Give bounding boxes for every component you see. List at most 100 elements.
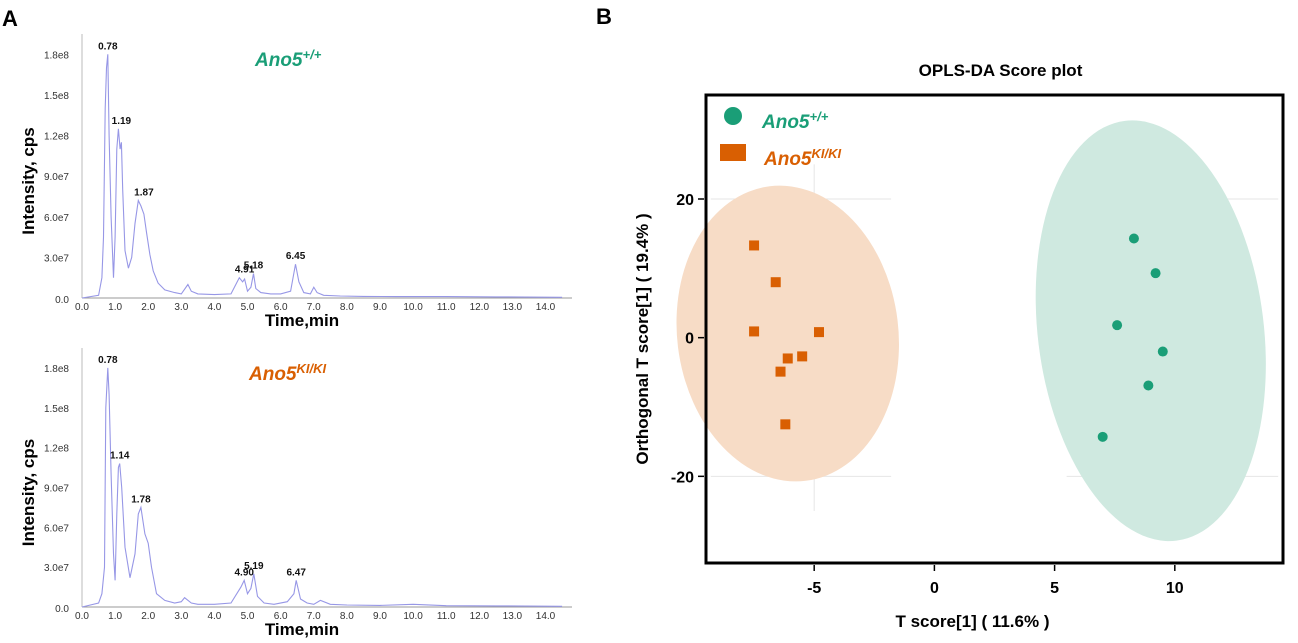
- chrom-wt-peak-label: 0.78: [98, 41, 118, 52]
- chrom-ki-x-tick-label: 5.0: [241, 611, 255, 622]
- chromatogram-wt: 0.0 1.0 2.0 3.0 4.0 5.0 6.0 7.0 8.0 9.0 10.0 11.0 12…: [19, 34, 572, 330]
- ki-point: [797, 351, 808, 362]
- chrom-wt-group-title: Ano5+/+: [254, 47, 322, 71]
- chrom-wt-x-tick-label: 5.0: [241, 302, 255, 313]
- chrom-ki-x-tick-label: 12.0: [470, 611, 490, 622]
- ki-point: [775, 366, 786, 377]
- opls-da-score-plot: OPLS-DA Score plot -5 0 5 10 -20 0 20 T score[1]…: [633, 61, 1285, 631]
- wt-confidence-ellipse: [1035, 120, 1266, 542]
- x-tick-label: 5: [1050, 580, 1059, 597]
- y-tick-label: 20: [676, 192, 694, 209]
- wt-point: [1157, 346, 1168, 357]
- chrom-ki-x-tick-label: 13.0: [503, 611, 523, 622]
- chrom-ki-peak-label: 0.78: [98, 355, 118, 366]
- chrom-ki-peak-label: 6.47: [286, 567, 306, 578]
- chrom-wt-y-tick-label: 0.0: [55, 295, 69, 306]
- chrom-ki-peak-label: 1.78: [131, 494, 151, 505]
- chrom-wt-x-tick-label: 13.0: [503, 302, 523, 313]
- legend-ki-marker: [720, 144, 746, 161]
- chrom-ki-x-tick-label: 11.0: [437, 611, 456, 622]
- x-tick-label: 10: [1166, 580, 1184, 597]
- chrom-ki-group-title: Ano5KI/KI: [248, 361, 327, 385]
- chrom-wt-peak-label: 6.45: [286, 251, 306, 262]
- chrom-ki-y-tick-label: 6.0e7: [44, 523, 69, 534]
- ki-point: [749, 326, 760, 337]
- y-tick-label: 0: [685, 331, 694, 348]
- x-tick-label: -5: [807, 580, 821, 597]
- chromatogram-ki: 0.0 1.0 2.0 3.0 4.0 5.0 6.0 7.0 8.0 9.0 10.0 11.0 12…: [19, 348, 572, 639]
- chrom-ki-peak-label: 1.14: [110, 451, 130, 462]
- chrom-ki-x-tick-label: 7.0: [307, 611, 321, 622]
- chrom-wt-x-tick-label: 2.0: [141, 302, 155, 313]
- chrom-wt-y-tick-label: 3.0e7: [44, 253, 69, 264]
- chrom-ki-y-tick-label: 1.2e8: [44, 444, 69, 455]
- ki-point: [780, 419, 791, 430]
- chrom-wt-x-tick-label: 3.0: [174, 302, 188, 313]
- chrom-wt-y-axis-title: Intensity, cps: [19, 127, 38, 234]
- legend-wt-marker: [724, 107, 742, 125]
- x-axis-title: T score[1] ( 11.6% ): [895, 612, 1049, 631]
- panel-b-label: B: [596, 4, 612, 29]
- ki-point: [782, 353, 793, 364]
- ki-point: [813, 327, 824, 338]
- chrom-ki-x-tick-label: 1.0: [108, 611, 122, 622]
- wt-point: [1112, 320, 1123, 331]
- score-plot-title: OPLS-DA Score plot: [919, 61, 1083, 80]
- wt-point: [1128, 233, 1139, 244]
- chrom-ki-x-axis-title: Time,min: [265, 620, 339, 639]
- chrom-wt-x-tick-label: 10.0: [403, 302, 423, 313]
- chrom-ki-trace: [81, 367, 563, 608]
- chrom-wt-x-tick-label: 11.0: [437, 302, 456, 313]
- ki-point: [770, 277, 781, 288]
- legend-ki-label: Ano5KI/KI: [763, 146, 842, 170]
- chrom-wt-x-tick-label: 12.0: [470, 302, 490, 313]
- chrom-wt-peak-label: 5.18: [244, 261, 264, 272]
- chrom-ki-x-tick-label: 6.0: [274, 611, 288, 622]
- chrom-wt-x-tick-label: 14.0: [536, 302, 556, 313]
- chrom-wt-x-tick-label: 6.0: [274, 302, 288, 313]
- wt-point: [1150, 268, 1161, 279]
- x-tick-label: 0: [930, 580, 939, 597]
- chrom-wt-x-tick-label: 8.0: [340, 302, 354, 313]
- chrom-ki-x-tick-label: 14.0: [536, 611, 556, 622]
- chrom-ki-x-tick-label: 8.0: [340, 611, 354, 622]
- chrom-ki-y-tick-label: 9.0e7: [44, 483, 69, 494]
- chrom-wt-x-axis-title: Time,min: [265, 311, 339, 330]
- chrom-wt-y-tick-label: 6.0e7: [44, 213, 69, 224]
- chrom-ki-x-tick-label: 0.0: [75, 611, 89, 622]
- chrom-wt-x-tick-label: 9.0: [373, 302, 387, 313]
- chrom-ki-y-axis-title: Intensity, cps: [19, 439, 38, 546]
- chrom-ki-x-tick-label: 10.0: [403, 611, 423, 622]
- chrom-wt-x-tick-label: 0.0: [75, 302, 89, 313]
- chrom-wt-peak-label: 1.19: [112, 116, 132, 127]
- chrom-wt-peak-label: 4.91: [235, 265, 255, 276]
- wt-point: [1143, 380, 1154, 391]
- chrom-ki-y-tick-label: 0.0: [55, 604, 69, 615]
- legend-wt-label: Ano5+/+: [761, 109, 829, 133]
- chrom-ki-x-tick-label: 2.0: [141, 611, 155, 622]
- chrom-wt-y-tick-label: 1.5e8: [44, 91, 69, 102]
- chrom-ki-y-tick-label: 1.5e8: [44, 404, 69, 415]
- y-axis-title: Orthogonal T score[1] ( 19.4% ): [633, 213, 652, 464]
- chrom-wt-x-tick-label: 1.0: [108, 302, 122, 313]
- chrom-wt-x-tick-label: 4.0: [207, 302, 221, 313]
- ki-confidence-ellipse: [676, 185, 899, 482]
- chrom-wt-y-tick-label: 1.8e8: [44, 50, 69, 61]
- chrom-ki-y-tick-label: 1.8e8: [44, 364, 69, 375]
- chrom-wt-x-tick-label: 7.0: [307, 302, 321, 313]
- chrom-ki-x-tick-label: 4.0: [207, 611, 221, 622]
- panel-a-label: A: [2, 6, 18, 31]
- chrom-wt-y-tick-label: 1.2e8: [44, 132, 69, 143]
- chrom-ki-peak-label: 5.19: [244, 561, 264, 572]
- wt-point: [1097, 431, 1108, 442]
- chrom-ki-y-tick-label: 3.0e7: [44, 563, 69, 574]
- chrom-wt-peak-label: 1.87: [134, 188, 154, 199]
- y-tick-label: -20: [671, 469, 694, 486]
- ki-point: [749, 240, 760, 251]
- chrom-ki-x-tick-label: 9.0: [373, 611, 387, 622]
- plot-frame: [704, 93, 1285, 565]
- chrom-ki-x-tick-label: 3.0: [174, 611, 188, 622]
- chrom-wt-y-tick-label: 9.0e7: [44, 172, 69, 183]
- chrom-wt-trace: [81, 54, 563, 299]
